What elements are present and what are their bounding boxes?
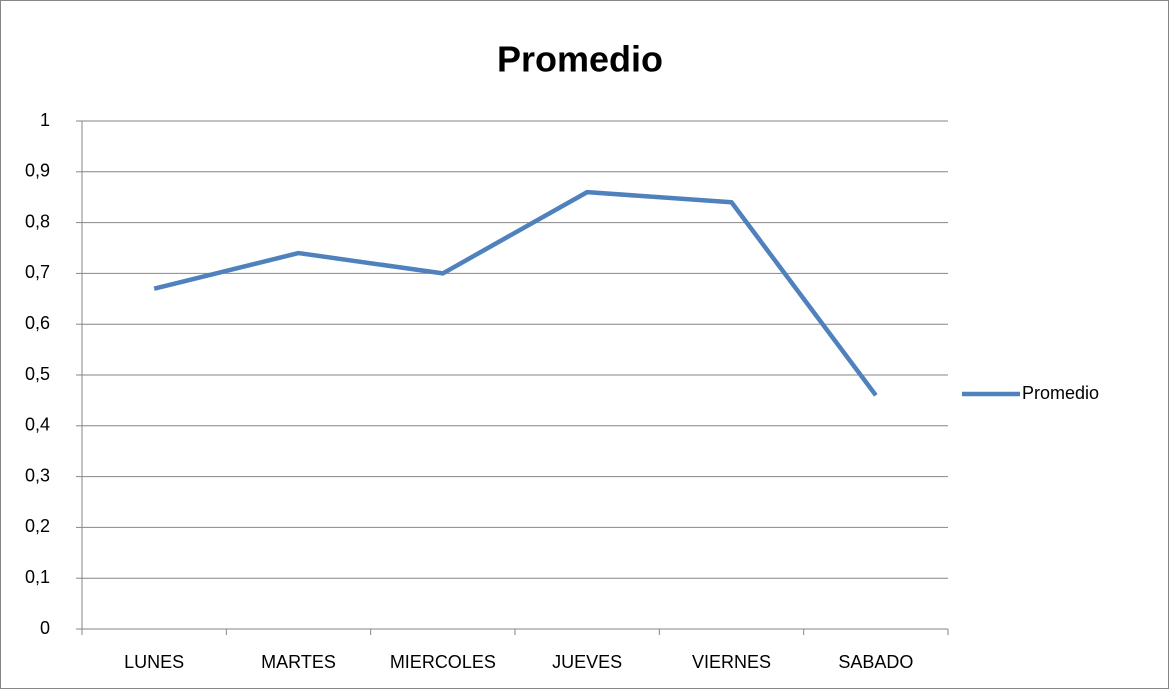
y-tick-label: 0,6 — [25, 313, 50, 333]
y-tick-label: 0,7 — [25, 262, 50, 282]
x-tick-label: MIERCOLES — [390, 652, 496, 672]
y-tick-label: 0,2 — [25, 516, 50, 536]
x-tick-label: SABADO — [838, 652, 913, 672]
x-tick-label: JUEVES — [552, 652, 622, 672]
y-tick-label: 0,3 — [25, 465, 50, 485]
legend-label: Promedio — [1022, 383, 1099, 403]
y-tick-label: 0,9 — [25, 161, 50, 181]
line-series — [153, 189, 878, 397]
y-tick-label: 0,5 — [25, 364, 50, 384]
y-tick-label: 0 — [40, 618, 50, 638]
x-tick-label: MARTES — [261, 652, 336, 672]
y-tick-label: 0,4 — [25, 415, 50, 435]
x-tick-label: VIERNES — [692, 652, 771, 672]
y-tick-label: 0,1 — [25, 567, 50, 587]
y-tick-label: 0,8 — [25, 211, 50, 231]
y-tick-label: 1 — [40, 110, 50, 130]
chart-title: Promedio — [497, 39, 663, 80]
x-tick-label: LUNES — [124, 652, 184, 672]
